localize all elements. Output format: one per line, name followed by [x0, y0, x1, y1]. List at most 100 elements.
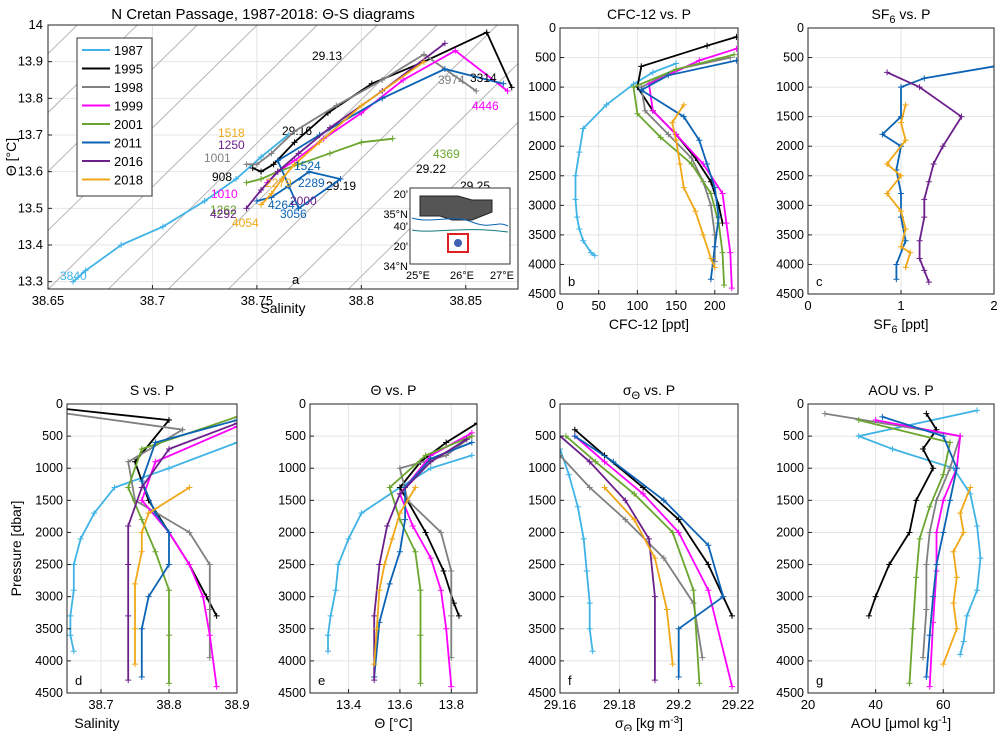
data-point	[67, 632, 74, 639]
data-point	[640, 490, 647, 497]
data-point	[733, 45, 738, 52]
data-point	[651, 555, 658, 562]
depth-label: 1250	[218, 138, 245, 152]
data-point	[258, 176, 265, 182]
data-point	[705, 587, 712, 594]
series-1999	[140, 425, 237, 687]
data-point	[872, 593, 879, 600]
data-point	[77, 535, 84, 542]
depth-label: 3974	[438, 73, 465, 87]
data-point	[381, 561, 388, 568]
data-point	[440, 567, 447, 574]
data-point	[642, 107, 649, 114]
data-point	[70, 278, 77, 285]
tick-label: 1500	[528, 110, 556, 124]
data-point	[919, 654, 926, 661]
data-point	[675, 529, 682, 536]
data-point	[376, 587, 383, 594]
data-point	[902, 237, 909, 244]
tick-label: 38.8	[349, 293, 374, 308]
tick-label: 2000	[776, 139, 804, 153]
tick-label: 13.6	[18, 164, 43, 179]
data-point	[898, 190, 904, 197]
data-point	[711, 184, 718, 191]
data-point	[295, 205, 302, 212]
data-point	[906, 529, 913, 536]
data-point	[580, 125, 587, 132]
data-point	[291, 161, 298, 168]
data-point	[572, 196, 579, 203]
data-point	[923, 673, 930, 680]
panel-b-cfc12: 0 50 100 150 2000500100015002000250030003500…	[528, 6, 739, 332]
data-point	[504, 88, 511, 94]
data-point	[125, 458, 132, 465]
data-point	[396, 490, 403, 497]
data-point	[696, 57, 703, 64]
data-point	[138, 673, 145, 680]
data-point	[721, 282, 728, 289]
inset-lon-label: 27°E	[490, 270, 514, 282]
data-point	[720, 593, 727, 600]
data-point	[884, 160, 891, 167]
tick-label: 1500	[776, 493, 804, 507]
data-point	[940, 497, 947, 504]
data-point	[950, 548, 957, 555]
panel-letter: g	[816, 673, 823, 688]
data-point	[704, 160, 711, 167]
data-point	[243, 161, 250, 168]
tick-label: 2000	[528, 525, 556, 539]
data-point	[700, 231, 707, 238]
data-point	[630, 84, 637, 91]
data-point	[926, 503, 933, 510]
tick-label: 3000	[776, 590, 804, 604]
data-point	[930, 160, 937, 167]
data-point	[138, 625, 145, 632]
legend-label-2011: 2011	[114, 136, 142, 151]
series-1999	[648, 47, 737, 289]
tick-label: 1500	[278, 493, 306, 507]
panel-frame	[807, 403, 995, 694]
data-point	[631, 516, 638, 523]
data-point	[731, 51, 738, 58]
data-point	[953, 465, 960, 472]
data-point	[991, 63, 994, 70]
data-point	[125, 484, 132, 491]
data-point	[421, 58, 427, 65]
legend-label-1998: 1998	[114, 80, 143, 95]
tick-label: 2500	[776, 169, 804, 183]
tick-label: 100	[627, 298, 649, 313]
tick-label: 1500	[528, 493, 556, 507]
tick-label: 29.2	[666, 697, 691, 712]
series-1998	[640, 56, 731, 262]
data-point	[879, 413, 886, 420]
tick-label: 500	[783, 51, 804, 65]
panel-a-series	[70, 29, 515, 285]
tick-label: 13.8	[18, 90, 43, 105]
data-point	[631, 490, 638, 497]
panel-frame	[66, 403, 238, 694]
data-point	[646, 535, 652, 542]
depth-label: 3314	[470, 71, 497, 85]
data-point	[957, 651, 964, 658]
data-point	[663, 606, 670, 613]
data-point	[249, 165, 256, 171]
data-point	[665, 72, 672, 79]
data-point	[921, 196, 928, 203]
data-point	[291, 139, 298, 146]
data-point	[389, 135, 396, 142]
data-point	[601, 484, 608, 491]
data-point	[669, 661, 676, 668]
tick-label: 29.16	[544, 697, 577, 712]
panel-letter: f	[568, 673, 572, 688]
data-point	[933, 561, 940, 568]
panel-letter: d	[75, 673, 82, 688]
data-point	[138, 529, 145, 536]
data-point	[673, 137, 680, 144]
data-point	[337, 176, 344, 182]
data-point	[333, 102, 340, 109]
data-point	[729, 683, 736, 690]
inset-lat-label: 40'	[394, 221, 408, 233]
data-point	[166, 529, 172, 536]
data-point	[152, 439, 159, 446]
data-point	[422, 452, 429, 459]
